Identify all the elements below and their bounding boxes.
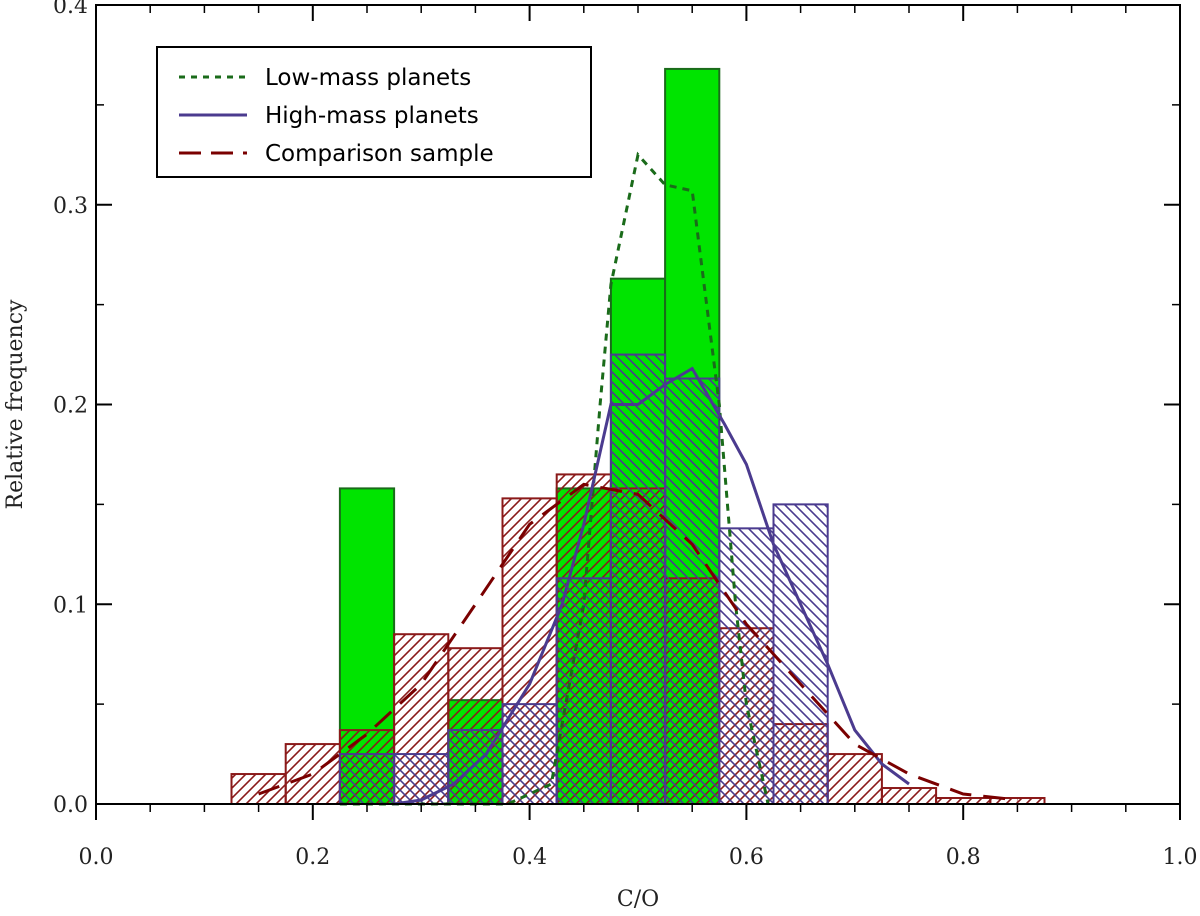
curve-low-mass-planets [339,151,770,806]
x-tick-label: 0.6 [729,845,764,870]
bar-high-mass-planets-0 [338,753,396,805]
bar-high-mass-planets-7 [718,527,775,805]
y-tick-label: 0.0 [53,793,88,818]
y-tick-label: 0.2 [53,394,88,419]
legend-entry: Low-mass planets [265,65,471,91]
y-tick-label: 0.1 [53,593,88,618]
bar-high-mass-planets-1 [393,753,450,805]
bar-high-mass-planets-6 [664,377,721,805]
x-axis-label: C/O [617,887,659,912]
bar-comparison-sample-1 [284,743,341,806]
curves-layer [258,151,1018,806]
legend-box [156,46,592,178]
legend-entry: High-mass planets [265,103,479,129]
x-tick-label: 0.8 [946,845,981,870]
x-tick-label: 0.0 [79,845,114,870]
x-tick-label: 0.4 [512,845,547,870]
y-tick-label: 0.3 [53,194,88,219]
axes-layer: 0.0 0.2 0.4 0.6 0.8 1.0 0.0 0.1 0.2 0.3 0.4 C/O Rela… [3,0,1198,912]
bar-high-mass-planets-3 [501,703,558,805]
bar-comparison-sample-12 [880,787,938,806]
bar-high-mass-planets-5 [609,353,667,805]
legend-entry: Comparison sample [265,141,494,167]
x-tick-label: 0.2 [295,845,330,870]
curve-comparison-sample [258,482,1018,802]
y-axis-label: Relative frequency [3,299,28,509]
bar-high-mass-planets-8 [772,503,829,805]
bar-comparison-sample-11 [826,753,883,805]
y-tick-label: 0.4 [53,0,88,19]
legend: Low-mass planets High-mass planets Compari… [156,46,592,178]
curve-high-mass-planets [393,366,910,806]
bar-comparison-sample-0 [230,773,287,805]
x-tick-label: 1.0 [1163,845,1198,870]
bars-layer [230,67,1046,806]
